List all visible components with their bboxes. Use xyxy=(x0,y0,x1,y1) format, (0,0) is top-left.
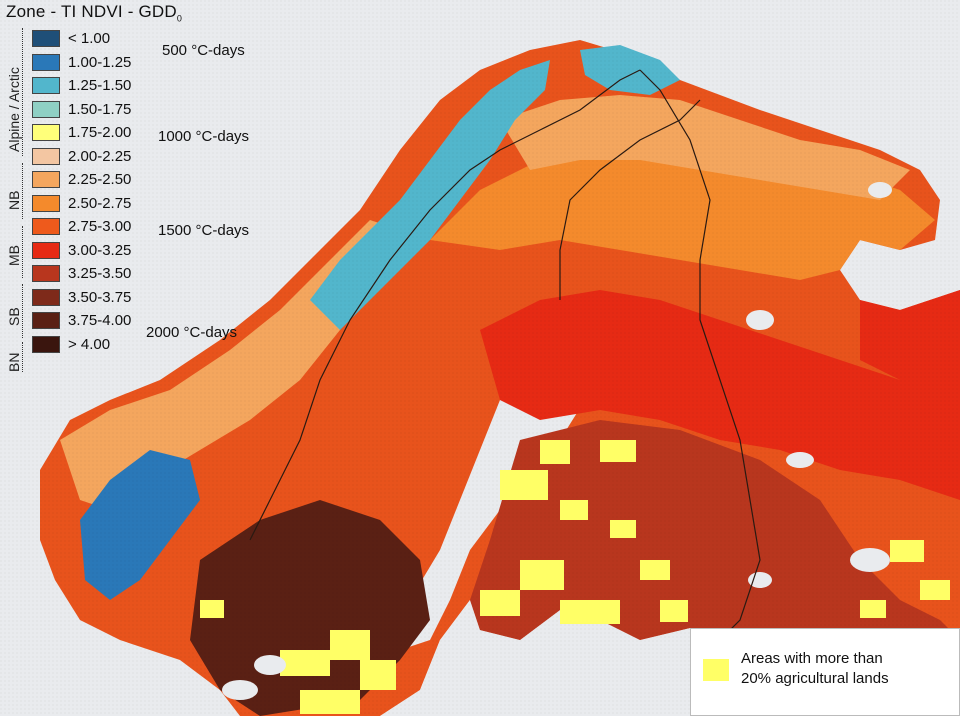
legend-label: 2.00-2.25 xyxy=(68,147,132,165)
legend-swatch xyxy=(32,335,60,353)
zone-label-alpine: Alpine / Arctic xyxy=(6,67,22,152)
zone-label-mb: MB xyxy=(6,245,22,266)
zone-divider xyxy=(22,163,23,219)
map-title: Zone - TI NDVI - GDD0 xyxy=(6,2,182,23)
title-text: Zone - TI NDVI - GDD xyxy=(6,2,177,21)
legend-row: 2.50-2.75 xyxy=(28,193,198,213)
legend-label: 2.25-2.50 xyxy=(68,171,132,188)
zone-divider xyxy=(22,284,23,338)
region-russia-red xyxy=(860,290,960,380)
legend-label: 3.75-4.00 xyxy=(68,312,132,329)
agriculture-patches xyxy=(200,440,950,714)
zone-label-bn: BN xyxy=(6,352,22,372)
gdd-label-1000: 1000 °C-days xyxy=(158,128,250,145)
agriculture-swatch xyxy=(703,659,729,681)
legend-swatch xyxy=(32,218,60,235)
legend-label: 3.00-3.25 xyxy=(68,241,132,259)
zone-divider xyxy=(22,342,23,372)
legend-row: 1.50-1.75 xyxy=(28,99,198,119)
legend-row: 2.25-2.50 xyxy=(28,169,198,189)
legend-row: 1.75-2.00 xyxy=(28,122,198,142)
legend-label: 1.00-1.25 xyxy=(68,53,132,71)
legend-label: 3.25-3.50 xyxy=(68,265,132,282)
legend-label: > 4.00 xyxy=(68,335,111,353)
country-borders xyxy=(249,69,761,641)
agriculture-legend-text: Areas with more than 20% agricultural la… xyxy=(741,649,951,689)
agriculture-legend: Areas with more than 20% agricultural la… xyxy=(690,628,960,716)
legend-label: 1.50-1.75 xyxy=(68,100,132,118)
legend-row: 2.75-3.00 xyxy=(28,216,198,236)
legend-label: 2.50-2.75 xyxy=(68,194,132,212)
legend-swatch xyxy=(32,124,60,141)
legend-row: 1.00-1.25 xyxy=(28,52,198,72)
gdd-label-500: 500 °C-days xyxy=(162,42,245,59)
lakes xyxy=(222,182,892,700)
gdd-label-1500: 1500 °C-days xyxy=(158,222,250,239)
gdd-label-2000: 2000 °C-days xyxy=(146,324,238,341)
legend-row: 3.75-4.00 xyxy=(28,310,198,330)
legend-row: 3.25-3.50 xyxy=(28,263,198,283)
legend-row: > 4.00 xyxy=(28,334,198,354)
agriculture-text-line2: 20% agricultural lands xyxy=(741,670,889,687)
legend-swatch xyxy=(32,53,60,71)
legend-label: 1.25-1.50 xyxy=(68,77,132,94)
zone-divider xyxy=(22,226,23,278)
legend-swatch xyxy=(32,30,60,47)
zone-label-nb: NB xyxy=(6,190,22,210)
legend-swatch xyxy=(32,171,60,188)
legend-swatch xyxy=(32,265,60,282)
zone-divider xyxy=(22,28,23,156)
legend-label: 3.50-3.75 xyxy=(68,288,132,306)
legend-row: 3.50-3.75 xyxy=(28,287,198,307)
legend-row: 1.25-1.50 xyxy=(28,75,198,95)
title-subscript: 0 xyxy=(176,13,183,24)
legend-swatch xyxy=(32,77,60,94)
agriculture-text-line1: Areas with more than xyxy=(741,650,883,667)
legend-row: < 1.00 xyxy=(28,28,198,48)
legend-swatch xyxy=(32,312,60,329)
legend-swatch xyxy=(32,100,60,118)
legend-label: < 1.00 xyxy=(68,30,111,47)
legend-swatch xyxy=(32,194,60,212)
legend-row: 2.00-2.25 xyxy=(28,146,198,166)
legend-label: 1.75-2.00 xyxy=(68,124,132,141)
legend-swatch xyxy=(32,147,60,165)
legend-swatch xyxy=(32,241,60,259)
legend-swatch xyxy=(32,288,60,306)
legend-label: 2.75-3.00 xyxy=(68,218,132,235)
zone-label-sb: SB xyxy=(6,307,22,326)
legend-row: 3.00-3.25 xyxy=(28,240,198,260)
